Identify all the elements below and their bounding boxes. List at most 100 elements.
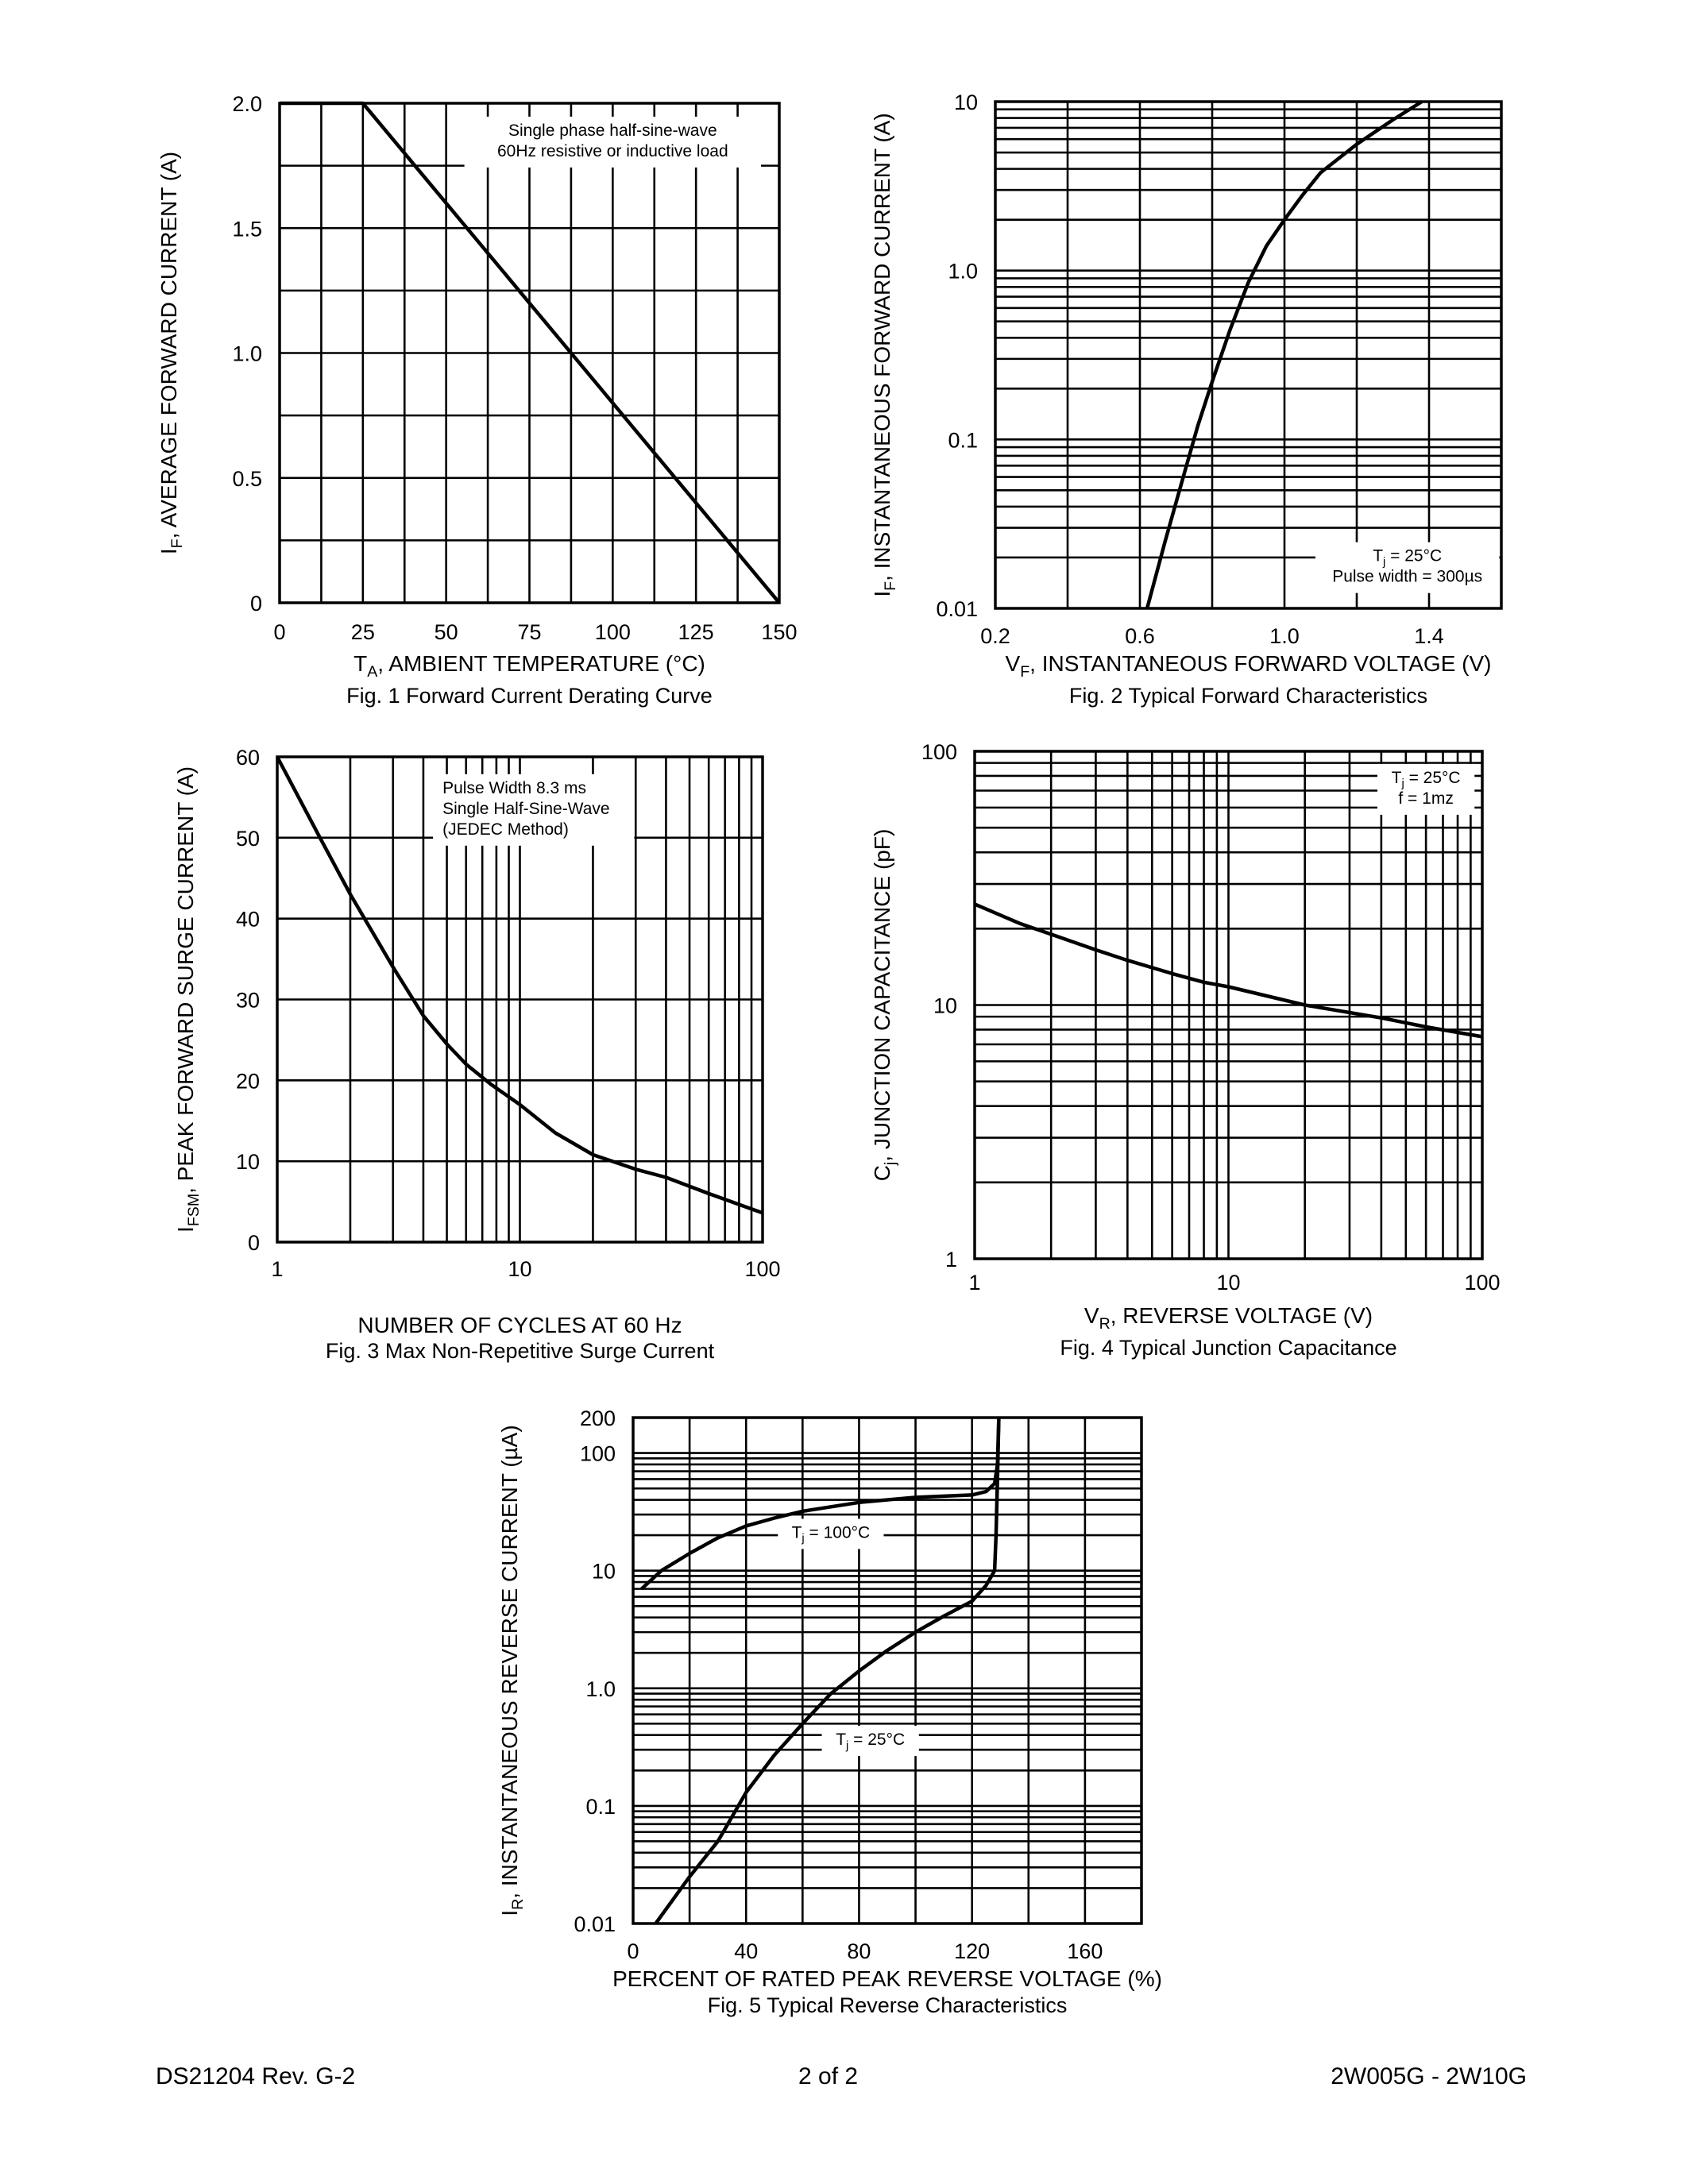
annotation-text: f = 1mz [1398, 789, 1453, 808]
text-main: T [353, 651, 367, 676]
footer-doc-id: DS21204 Rev. G-2 [156, 2063, 356, 2089]
text-subscript: j [1400, 778, 1404, 790]
y-tick-label: 100 [921, 740, 957, 764]
text-rest: = 100°C [805, 1523, 871, 1542]
text-subscript: F [882, 581, 899, 591]
series-line [974, 902, 1483, 1039]
y-tick-label: 2.0 [232, 92, 262, 116]
x-tick-label: 0.6 [1125, 624, 1155, 648]
text-rest: , REVERSE VOLTAGE (V) [1111, 1303, 1373, 1328]
grid [995, 102, 1501, 608]
y-tick-label: 100 [580, 1442, 616, 1466]
x-tick-label: 75 [517, 620, 541, 644]
chart-title: Fig. 2 Typical Forward Characteristics [1069, 684, 1427, 708]
text-subscript: j [801, 1533, 804, 1545]
text-subscript: A [367, 663, 378, 681]
annotation-box [821, 1726, 919, 1757]
x-tick-label: 160 [1067, 1939, 1103, 1963]
chart-fig-1: Single phase half-sine-wave 60Hz resistiv… [156, 92, 798, 708]
text-main: T [792, 1523, 802, 1542]
text-subscript: F [1020, 663, 1029, 681]
y-tick-label: 0.5 [232, 467, 262, 491]
footer-part-numbers: 2W005G - 2W10G [1331, 2063, 1527, 2089]
y-axis-label: IF, AVERAGE FORWARD CURRENT (A) [156, 152, 186, 554]
plot-frame [632, 1416, 1143, 1925]
grid [633, 1418, 1141, 1924]
series-line [280, 101, 781, 604]
x-tick-label: 1.4 [1414, 624, 1444, 648]
text-subscript: R [509, 1899, 527, 1910]
text-main: V [1006, 651, 1021, 676]
annotation-text: 60Hz resistive or inductive load [497, 142, 728, 160]
y-tick-label: 10 [954, 91, 978, 114]
x-tick-label: 10 [508, 1257, 531, 1281]
x-tick-label: 50 [435, 620, 458, 644]
text-rest: , INSTANTANEOUS FORWARD VOLTAGE (V) [1029, 651, 1491, 676]
annotation-text: Tj = 25°C [1392, 769, 1461, 790]
y-tick-label: 0.1 [585, 1795, 616, 1819]
text-rest: = 25°C [1404, 769, 1461, 787]
annotation-box [1315, 542, 1500, 593]
text-main: I [497, 1910, 522, 1916]
y-tick-label: 10 [236, 1150, 260, 1174]
text-subscript: R [1099, 1315, 1111, 1333]
annotation-text: Tj = 25°C [836, 1731, 905, 1752]
chart-fig-3: Pulse Width 8.3 ms Single Half-Sine-Wave (… [173, 746, 781, 1363]
text-main: I [173, 1226, 198, 1233]
annotation-text: Tj = 25°C [1373, 547, 1442, 569]
text-subscript: j [1382, 556, 1385, 569]
text-rest: , AVERAGE FORWARD CURRENT (A) [156, 152, 181, 538]
annotation: Pulse Width 8.3 ms Single Half-Sine-Wave (… [433, 774, 635, 846]
series-line-2 [654, 1417, 1001, 1925]
chart-title: Fig. 5 Typical Reverse Characteristics [708, 1993, 1068, 2017]
annotation: Tj = 25°C [821, 1726, 919, 1757]
plot-frame [994, 100, 1503, 610]
annotation-text: Pulse width = 300µs [1332, 568, 1482, 586]
x-axis-label: VF, INSTANTANEOUS FORWARD VOLTAGE (V) [1006, 651, 1492, 681]
y-tick-label: 0.1 [948, 428, 978, 452]
chart-title: Fig. 1 Forward Current Derating Curve [346, 684, 713, 708]
x-tick-label: 1.0 [1269, 624, 1300, 648]
x-axis-label: PERCENT OF RATED PEAK REVERSE VOLTAGE (%… [612, 1966, 1162, 1991]
grid [280, 103, 779, 603]
grid [975, 751, 1482, 1259]
annotation-box [1377, 763, 1475, 815]
y-tick-label: 10 [592, 1560, 616, 1584]
annotation-box [778, 1518, 884, 1549]
y-tick-label: 1.0 [585, 1677, 616, 1701]
plot-frame [973, 750, 1484, 1260]
y-tick-label: 0 [250, 592, 262, 615]
y-tick-label: 20 [236, 1069, 260, 1093]
y-axis-label: Cj, JUNCTION CAPACITANCE (pF) [870, 829, 899, 1182]
y-tick-label: 0 [248, 1231, 260, 1255]
text-main: T [1392, 769, 1402, 787]
text-subscript: j [845, 1739, 848, 1752]
x-tick-label: 25 [351, 620, 375, 644]
text-subscript: j [882, 1162, 899, 1166]
x-tick-label: 100 [1464, 1271, 1500, 1295]
chart-title: Fig. 4 Typical Junction Capacitance [1060, 1336, 1396, 1360]
text-main: NUMBER OF CYCLES AT 60 Hz [357, 1313, 682, 1337]
x-tick-label: 40 [734, 1939, 758, 1963]
annotation: Tj = 25°Cf = 1mz [1377, 763, 1475, 815]
x-tick-label: 0 [627, 1939, 639, 1963]
y-tick-label: 1 [945, 1248, 957, 1271]
x-axis-label: TA, AMBIENT TEMPERATURE (°C) [353, 651, 705, 681]
y-tick-label: 0.01 [936, 597, 978, 621]
x-tick-label: 150 [761, 620, 797, 644]
y-tick-label: 50 [236, 827, 260, 851]
text-rest: = 25°C [848, 1731, 905, 1749]
text-subscript: FSM [185, 1194, 203, 1226]
x-axis-label: NUMBER OF CYCLES AT 60 Hz [357, 1313, 682, 1337]
x-tick-label: 0 [273, 620, 285, 644]
x-tick-label: 0.2 [980, 624, 1010, 648]
annotation-text: Tj = 100°C [792, 1523, 871, 1545]
text-main: C [870, 1165, 894, 1181]
y-tick-label: 200 [580, 1406, 616, 1430]
y-tick-label: 1.0 [232, 342, 262, 366]
x-tick-label: 100 [744, 1257, 780, 1281]
text-rest: , INSTANTANEOUS FORWARD CURRENT (A) [870, 113, 894, 581]
text-rest: , AMBIENT TEMPERATURE (°C) [377, 651, 705, 676]
